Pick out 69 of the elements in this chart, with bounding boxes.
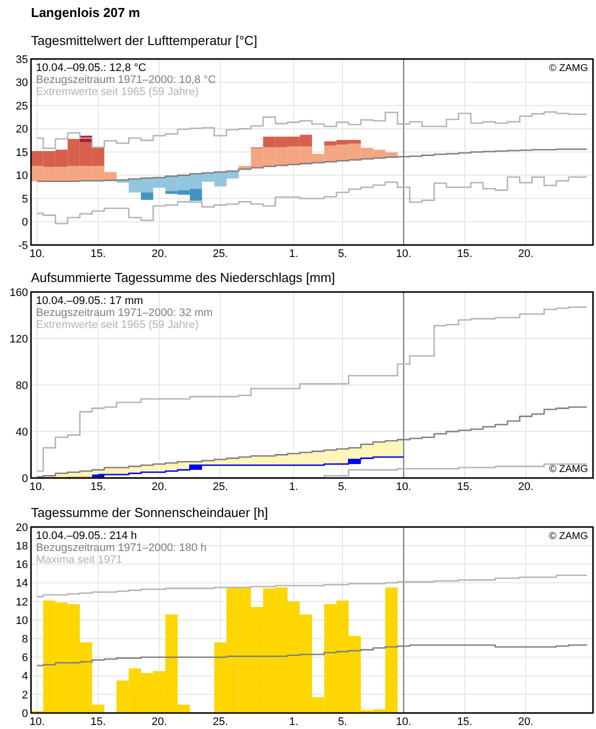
y-tick-label: -5 (18, 240, 28, 252)
x-tick-label: 10. (396, 248, 412, 260)
y-tick-label: 30 (16, 77, 28, 90)
text: Maxima seit 1971 (36, 554, 122, 566)
x-tick-label: 15. (90, 248, 106, 260)
x-tick-label: 5. (338, 716, 348, 728)
text: Bezugszeitraum 1971–2000: 10,8 °C (36, 74, 216, 86)
y-tick-label: 80 (16, 380, 28, 392)
y-tick-label: 2 (22, 689, 28, 702)
x-tick-label: 20. (518, 248, 534, 260)
y-tick-label: 10 (16, 170, 28, 182)
annotation: © ZAMG (548, 531, 588, 542)
x-tick-label: 20. (152, 248, 167, 260)
y-tick-label: 25 (16, 100, 28, 112)
x-tick-label: 1. (289, 716, 298, 728)
y-tick-label: 12 (16, 596, 28, 608)
x-tick-label: 10. (396, 481, 412, 493)
y-tick-label: 40 (16, 426, 28, 438)
text: Extremwerte seit 1965 (59 Jahre) (36, 86, 199, 98)
annotation: 10.04.–09.05.: 17 mm (36, 295, 144, 307)
x-tick-label: 10. (396, 716, 412, 728)
annotation: © ZAMG (548, 464, 588, 475)
x-tick-label: 15. (457, 481, 472, 493)
y-tick-label: 10 (16, 614, 28, 627)
x-tick-label: 1. (289, 248, 298, 260)
chart-title: Langenlois 207 m (31, 5, 140, 20)
x-tick-label: 10. (29, 716, 45, 728)
y-tick-label: 0 (22, 216, 28, 229)
y-tick-label: 14 (16, 578, 28, 590)
y-tick-label: 160 (10, 286, 28, 299)
y-tick-label: 4 (22, 670, 28, 683)
text: Bezugszeitraum 1971–2000: 32 mm (36, 307, 213, 319)
y-tick-label: 6 (22, 652, 28, 664)
text: Extremwerte seit 1965 (59 Jahre) (36, 319, 199, 331)
y-tick-label: 20 (16, 124, 28, 136)
y-tick-label: 20 (16, 522, 28, 534)
x-tick-label: 20. (152, 716, 167, 728)
x-tick-label: 15. (457, 716, 472, 728)
y-tick-label: 35 (16, 54, 28, 66)
x-tick-label: 10. (29, 248, 45, 260)
x-tick-label: 20. (152, 481, 167, 493)
y-tick-label: 0 (22, 472, 28, 485)
text: Bezugszeitraum 1971–2000: 180 h (36, 542, 207, 554)
x-tick-label: 15. (90, 716, 106, 728)
chart-title: Aufsummierte Tagessumme des Niederschlags [mm] (31, 270, 335, 285)
x-tick-label: 1. (289, 481, 298, 493)
x-tick-label: 25. (212, 716, 228, 728)
y-tick-label: 8 (22, 633, 28, 646)
y-tick-label: 16 (16, 559, 28, 572)
annotation: 10.04.–09.05.: 214 h (36, 530, 137, 542)
y-tick-label: 5 (22, 193, 28, 206)
y-tick-label: 0 (22, 708, 28, 720)
x-tick-label: 5. (338, 248, 348, 260)
y-tick-label: 120 (10, 333, 28, 346)
x-tick-label: 15. (457, 248, 472, 260)
x-tick-label: 25. (212, 248, 228, 260)
x-tick-label: 15. (90, 481, 106, 493)
x-tick-label: 10. (29, 481, 45, 493)
annotation: 10.04.–09.05.: 12,8 °C (36, 62, 146, 74)
x-tick-label: 25. (212, 481, 228, 493)
y-tick-label: 15 (16, 146, 28, 159)
annotation: © ZAMG (548, 63, 588, 74)
chart-title: Tagessumme der Sonnenscheindauer [h] (31, 505, 268, 520)
chart-subtitle: Tagesmittelwert der Lufttemperatur [°C] (31, 33, 258, 48)
y-tick-label: 18 (16, 540, 28, 552)
bar (140, 192, 154, 200)
x-tick-label: 20. (518, 481, 534, 493)
x-tick-label: 5. (338, 481, 348, 493)
x-tick-label: 20. (518, 716, 534, 728)
